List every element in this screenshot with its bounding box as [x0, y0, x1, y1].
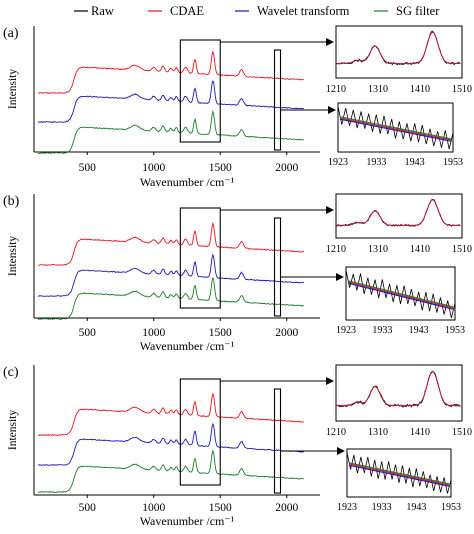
panel-label: (a): [3, 26, 19, 41]
legend-label-0: Raw: [91, 4, 114, 18]
baseline-region-box: [273, 388, 282, 494]
panel-label: (b): [3, 194, 20, 209]
series-line-cdae: [37, 50, 305, 94]
peak-region-box: [179, 378, 221, 486]
inset-baseline-line-raw: [337, 106, 454, 150]
series-line-sg-filter: [37, 276, 304, 320]
x-axis-label: Wavenumber /cm⁻¹: [140, 175, 235, 189]
x-tick-label: 1500: [209, 502, 232, 514]
inset-peaks-tick-label: 1310: [368, 427, 388, 438]
inset-peaks-frame: [335, 193, 463, 239]
inset-baseline-tick-label: 1943: [409, 325, 429, 336]
panel-label: (c): [3, 365, 19, 380]
inset-baseline-line-wavelet-transform: [347, 282, 454, 310]
inset-baseline-tick-label: 1933: [372, 502, 392, 513]
inset-peaks-line-cdae: [336, 371, 461, 407]
legend-label-3: SG filter: [396, 4, 440, 18]
panel-0: (a) Intensity 500 1000 1500 2000 Wavenumber /c…: [3, 25, 472, 189]
inset-baseline-line-sg-filter: [339, 116, 452, 140]
y-axis-label: Intensity: [7, 69, 19, 109]
inset-peaks-tick-label: 1510: [452, 427, 472, 438]
inset-peaks-tick-label: 1410: [410, 84, 430, 95]
x-tick-label: 1000: [142, 327, 165, 339]
peak-region-box: [179, 39, 221, 143]
inset-baseline-line-cdae: [347, 281, 454, 309]
legend-label-2: Wavelet transform: [257, 4, 350, 18]
peak-region-box: [179, 207, 221, 309]
x-axis-label: Wavenumber /cm⁻¹: [140, 339, 235, 353]
inset-peaks-tick-label: 1210: [326, 427, 346, 438]
inset-baseline-tick-label: 1933: [372, 325, 392, 336]
x-tick-label: 1500: [209, 327, 232, 339]
inset-peaks-tick-label: 1510: [452, 84, 472, 95]
inset-peaks-tick-label: 1410: [410, 244, 430, 255]
arrow-head: [336, 273, 344, 281]
arrow-head: [328, 106, 336, 114]
inset-peaks-line-cdae: [336, 199, 461, 227]
inset-peaks-tick-label: 1210: [326, 84, 346, 95]
y-axis-label: Intensity: [7, 410, 19, 450]
inset-baseline-line-wavelet-transform: [339, 118, 452, 142]
x-tick-label: 500: [79, 327, 97, 339]
inset-peaks-tick-label: 1210: [326, 244, 346, 255]
panel-2: (c) Intensity 500 1000 1500 2000 Wavenumber /c…: [3, 364, 472, 528]
arrow-head: [326, 38, 334, 46]
arrow-head: [337, 447, 345, 455]
x-tick-label: 1000: [142, 502, 165, 514]
x-tick-label: 1500: [209, 162, 232, 174]
series-line-cdae: [37, 392, 304, 436]
y-axis-label: Intensity: [7, 236, 19, 276]
panel-1: (b) Intensity 500 1000 1500 2000 Wavenumber /c…: [3, 193, 472, 353]
legend: Raw CDAE Wavelet transform SG filter: [74, 4, 440, 18]
inset-baseline-tick-label: 1943: [405, 157, 425, 168]
inset-baseline-tick-label: 1923: [328, 157, 348, 168]
x-tick-label: 500: [79, 502, 97, 514]
inset-baseline-line-sg-filter: [347, 280, 454, 308]
inset-peaks-frame: [335, 364, 463, 422]
inset-baseline-line-cdae: [339, 117, 452, 141]
inset-baseline-line-raw: [345, 269, 456, 319]
inset-peaks-tick-label: 1410: [410, 427, 430, 438]
series-line-cdae: [37, 221, 305, 266]
inset-baseline-tick-label: 1923: [337, 502, 357, 513]
series-line-sg-filter: [37, 449, 304, 493]
inset-peaks-tick-label: 1310: [368, 84, 388, 95]
baseline-region-box: [273, 49, 282, 151]
inset-baseline-tick-label: 1953: [443, 157, 463, 168]
inset-baseline-tick-label: 1953: [441, 502, 461, 513]
series-line-wavelet-transform: [37, 422, 304, 466]
inset-baseline-line-sg-filter: [348, 462, 450, 485]
arrow-head: [326, 377, 334, 385]
inset-baseline-tick-label: 1923: [336, 325, 356, 336]
inset-peaks-tick-label: 1510: [452, 244, 472, 255]
inset-baseline-line-raw: [346, 452, 452, 494]
inset-baseline-tick-label: 1953: [445, 325, 465, 336]
inset-baseline-line-wavelet-transform: [348, 464, 450, 487]
inset-peaks-line-cdae: [336, 31, 461, 65]
inset-peaks-frame: [335, 25, 463, 79]
x-tick-label: 2000: [275, 502, 298, 514]
x-tick-label: 2000: [275, 162, 298, 174]
legend-label-1: CDAE: [170, 4, 204, 18]
x-tick-label: 2000: [275, 327, 298, 339]
series-line-wavelet-transform: [37, 253, 304, 297]
x-tick-label: 500: [79, 162, 97, 174]
series-line-sg-filter: [37, 109, 304, 154]
inset-baseline-line-cdae: [348, 463, 450, 486]
x-axis-label: Wavenumber /cm⁻¹: [140, 514, 235, 528]
arrow-head: [326, 206, 334, 214]
series-line-wavelet-transform: [37, 80, 305, 123]
inset-peaks-tick-label: 1310: [368, 244, 388, 255]
x-tick-label: 1000: [142, 162, 165, 174]
baseline-region-box: [273, 217, 282, 317]
inset-baseline-tick-label: 1943: [406, 502, 426, 513]
inset-baseline-tick-label: 1933: [366, 157, 386, 168]
